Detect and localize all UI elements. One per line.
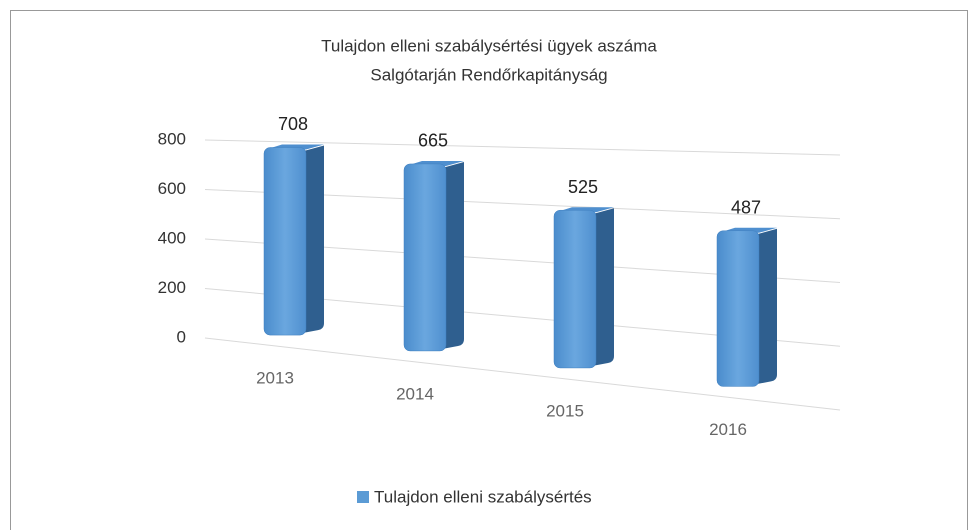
bar-side — [755, 228, 777, 385]
bar — [403, 160, 464, 352]
y-tick-label: 600 — [158, 179, 186, 198]
x-tick-label: 2015 — [546, 401, 584, 420]
x-tick-label: 2013 — [256, 369, 294, 388]
grid-line — [204, 139, 841, 156]
bar-side — [442, 161, 464, 349]
bar-front — [263, 147, 307, 336]
bar-side — [302, 145, 324, 334]
chart-border — [10, 10, 968, 530]
data-label: 487 — [731, 198, 761, 218]
chart-title: Tulajdon elleni szabálysértési ügyek asz… — [321, 36, 657, 55]
data-label: 525 — [568, 177, 598, 197]
data-label: 665 — [418, 131, 448, 151]
data-label: 708 — [278, 114, 308, 134]
bar-front — [553, 209, 597, 369]
y-tick-label: 200 — [158, 278, 186, 297]
y-tick-label: 400 — [158, 228, 186, 247]
bar — [263, 144, 324, 336]
grid-line — [204, 337, 841, 411]
legend-label: Tulajdon elleni szabálysértés — [374, 487, 592, 506]
bar-front — [716, 230, 760, 387]
x-tick-label: 2016 — [709, 420, 747, 439]
legend-swatch — [357, 491, 369, 503]
bar — [553, 207, 614, 369]
bar-front — [403, 163, 447, 352]
x-tick-label: 2014 — [396, 384, 434, 403]
bar-side — [592, 208, 614, 366]
bar — [716, 227, 777, 387]
y-tick-label: 0 — [177, 327, 186, 346]
y-tick-label: 800 — [158, 129, 186, 148]
chart-subtitle: Salgótarján Rendőrkapitányság — [370, 65, 607, 84]
